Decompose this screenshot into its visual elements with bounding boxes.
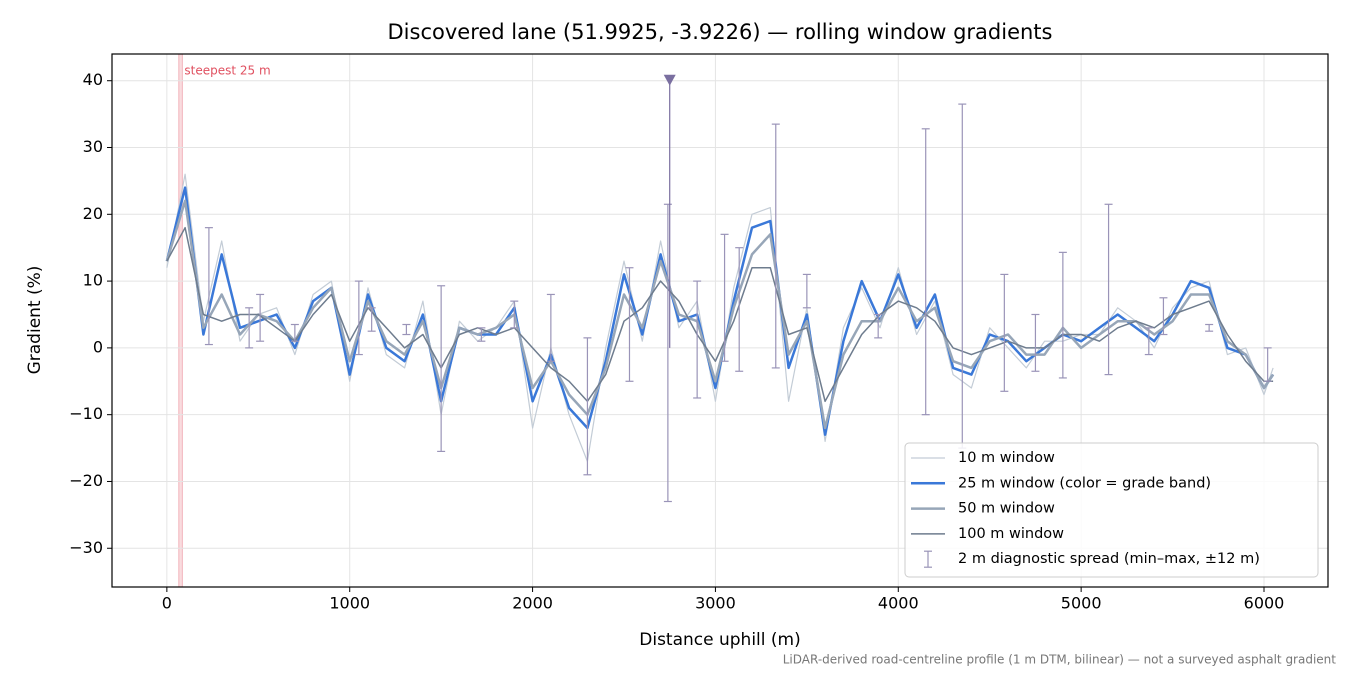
y-tick-label: −20 [69, 471, 103, 490]
x-tick-label: 4000 [878, 594, 919, 613]
x-tick-label: 2000 [512, 594, 553, 613]
y-tick-label: 20 [83, 204, 103, 223]
x-tick-label: 5000 [1061, 594, 1102, 613]
legend-label: 10 m window [958, 450, 1055, 466]
x-tick-label: 0 [162, 594, 172, 613]
x-tick-label: 1000 [329, 594, 370, 613]
series-line [165, 199, 1275, 430]
y-tick-label: 0 [93, 337, 103, 356]
x-axis-label: Distance uphill (m) [639, 630, 800, 650]
y-axis-label: Gradient (%) [25, 266, 45, 375]
plot-layer [165, 80, 1275, 503]
series-line [166, 173, 1274, 462]
legend-box [904, 442, 1319, 578]
highlight-span [178, 54, 183, 587]
y-tick-label: 40 [83, 70, 103, 89]
plot-frame [111, 53, 1329, 588]
highlight-label: steepest 25 m [184, 64, 270, 78]
y-tick-label: −10 [69, 404, 103, 423]
offscale-marker [663, 74, 676, 86]
legend-label: 2 m diagnostic spread (min–max, ±12 m) [958, 551, 1260, 567]
x-tick-label: 6000 [1244, 594, 1285, 613]
series-line [165, 186, 1275, 436]
x-tick-label: 3000 [695, 594, 736, 613]
y-tick-label: −30 [69, 538, 103, 557]
legend-label: 100 m window [958, 526, 1064, 542]
legend-label: 50 m window [958, 501, 1055, 517]
legend-label: 25 m window (color = grade band) [958, 475, 1211, 491]
footnote: LiDAR-derived road-centreline profile (1… [783, 653, 1337, 667]
chart-title: Discovered lane (51.9925, -3.9226) — rol… [388, 20, 1053, 44]
y-tick-label: 30 [83, 137, 103, 156]
y-tick-label: 10 [83, 271, 103, 290]
